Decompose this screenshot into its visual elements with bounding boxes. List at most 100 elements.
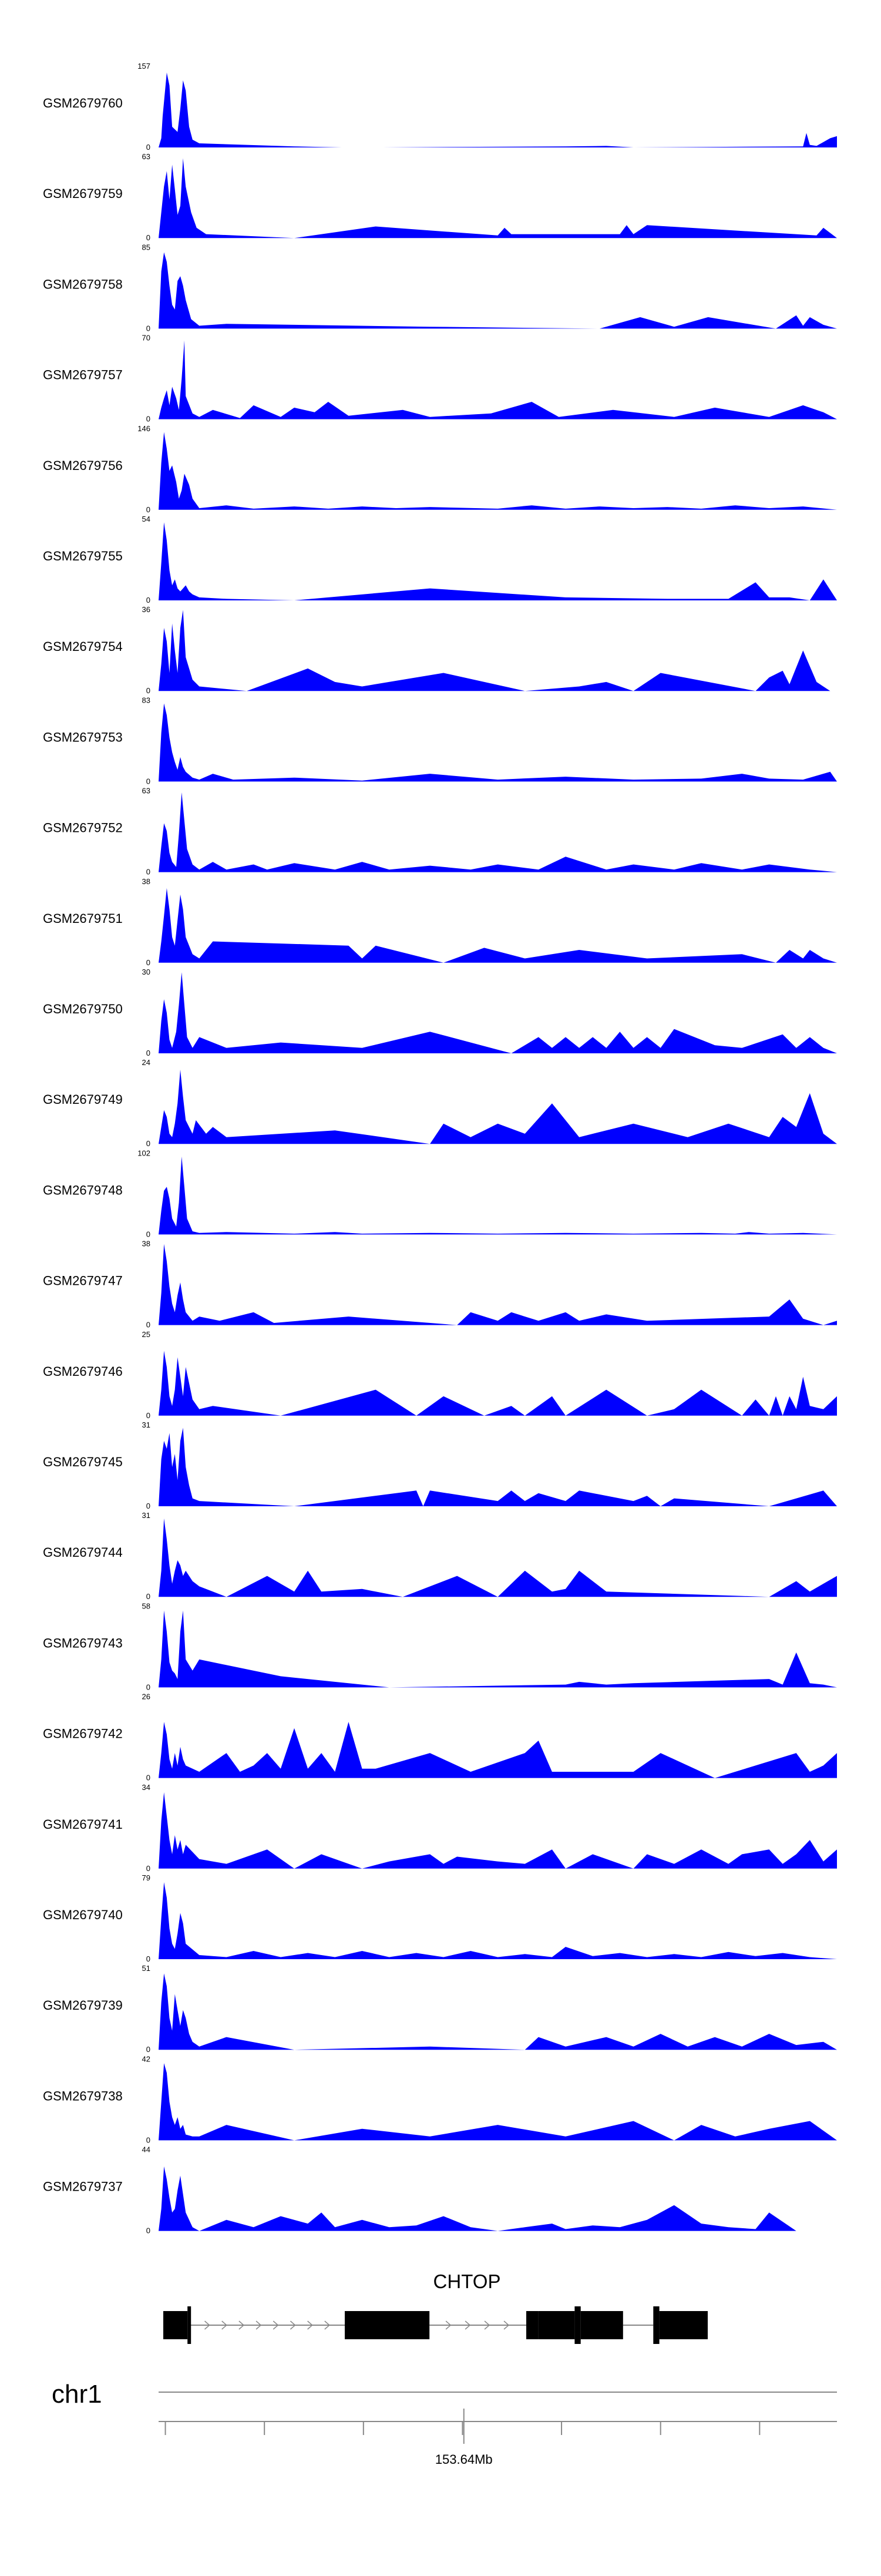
coverage-area xyxy=(159,1518,837,1597)
y-min-label: 0 xyxy=(146,686,150,695)
coverage-area xyxy=(159,340,837,419)
track-GSM2679743: GSM2679743 58 0 xyxy=(43,1601,837,1691)
y-min-label: 0 xyxy=(146,1411,150,1420)
exon-block xyxy=(653,2306,660,2344)
track-GSM2679745: GSM2679745 31 0 xyxy=(43,1420,837,1510)
track-name-label: GSM2679751 xyxy=(43,911,123,926)
y-max-label: 44 xyxy=(142,2145,150,2154)
track-GSM2679754: GSM2679754 36 0 xyxy=(43,605,837,695)
coverage-area xyxy=(159,792,837,872)
track-name-label: GSM2679748 xyxy=(43,1183,123,1197)
coverage-area xyxy=(159,1351,837,1416)
y-max-label: 146 xyxy=(137,424,150,433)
coverage-area xyxy=(159,1792,837,1869)
track-name-label: GSM2679756 xyxy=(43,458,123,473)
chromosome-label: chr1 xyxy=(52,2380,102,2409)
strand-arrow xyxy=(307,2320,313,2330)
y-min-label: 0 xyxy=(146,1321,150,1329)
y-max-label: 42 xyxy=(142,2054,150,2063)
track-name-label: GSM2679740 xyxy=(43,1907,123,1922)
strand-arrow xyxy=(324,2320,330,2330)
track-name-label: GSM2679750 xyxy=(43,1002,123,1016)
track-name-label: GSM2679752 xyxy=(43,821,123,835)
y-max-label: 38 xyxy=(142,1240,150,1248)
track-GSM2679752: GSM2679752 63 0 xyxy=(43,787,837,876)
y-min-label: 0 xyxy=(146,1864,150,1873)
coverage-area xyxy=(159,158,837,239)
strand-arrow xyxy=(273,2320,279,2330)
y-min-label: 0 xyxy=(146,2045,150,2054)
track-GSM2679751: GSM2679751 38 0 xyxy=(43,877,837,967)
track-GSM2679749: GSM2679749 24 0 xyxy=(43,1058,837,1148)
y-min-label: 0 xyxy=(146,1049,150,1057)
coverage-area xyxy=(159,888,837,963)
coverage-area xyxy=(159,432,837,510)
gene-name-label: CHTOP xyxy=(433,2271,501,2292)
y-max-label: 83 xyxy=(142,696,150,704)
exon-block xyxy=(538,2311,575,2339)
track-GSM2679741: GSM2679741 34 0 xyxy=(43,1783,837,1873)
exon-block xyxy=(345,2311,430,2339)
track-name-label: GSM2679744 xyxy=(43,1545,123,1560)
genome-axis: 153.64Mb chr1 xyxy=(52,2380,837,2467)
y-max-label: 25 xyxy=(142,1330,150,1339)
coverage-area xyxy=(159,1610,837,1688)
strand-arrow xyxy=(445,2320,452,2330)
exon-block xyxy=(187,2306,191,2344)
y-min-label: 0 xyxy=(146,958,150,967)
track-name-label: GSM2679759 xyxy=(43,186,123,201)
track-GSM2679759: GSM2679759 63 0 xyxy=(43,152,837,242)
track-GSM2679740: GSM2679740 79 0 xyxy=(43,1873,837,1963)
exon-block xyxy=(659,2311,708,2339)
coverage-area xyxy=(159,1882,837,1959)
y-min-label: 0 xyxy=(146,143,150,152)
y-min-label: 0 xyxy=(146,324,150,333)
track-GSM2679750: GSM2679750 30 0 xyxy=(43,968,837,1057)
coverage-area xyxy=(159,610,837,691)
y-max-label: 38 xyxy=(142,877,150,886)
coverage-area xyxy=(159,1722,837,1778)
track-GSM2679757: GSM2679757 70 0 xyxy=(43,334,837,424)
track-name-label: GSM2679738 xyxy=(43,2088,123,2103)
strand-arrow xyxy=(221,2320,227,2330)
track-GSM2679742: GSM2679742 26 0 xyxy=(43,1692,837,1782)
y-max-label: 85 xyxy=(142,243,150,251)
track-GSM2679746: GSM2679746 25 0 xyxy=(43,1330,837,1420)
track-name-label: GSM2679754 xyxy=(43,639,123,654)
coverage-area xyxy=(159,2063,837,2141)
coverage-area xyxy=(159,72,837,147)
y-min-label: 0 xyxy=(146,1230,150,1238)
coverage-area xyxy=(159,703,837,782)
track-name-label: GSM2679758 xyxy=(43,277,123,291)
track-name-label: GSM2679746 xyxy=(43,1364,123,1379)
track-GSM2679755: GSM2679755 54 0 xyxy=(43,515,837,604)
y-max-label: 63 xyxy=(142,152,150,161)
track-name-label: GSM2679747 xyxy=(43,1274,123,1288)
coverage-area xyxy=(159,1428,837,1506)
strand-arrow xyxy=(484,2320,490,2330)
coverage-area xyxy=(159,1244,837,1325)
track-GSM2679737: GSM2679737 44 0 xyxy=(43,2145,837,2235)
y-max-label: 63 xyxy=(142,787,150,795)
track-GSM2679748: GSM2679748 102 0 xyxy=(43,1148,837,1238)
track-name-label: GSM2679742 xyxy=(43,1727,123,1741)
y-min-label: 0 xyxy=(146,1774,150,1782)
track-GSM2679744: GSM2679744 31 0 xyxy=(43,1511,837,1601)
y-min-label: 0 xyxy=(146,2135,150,2144)
y-max-label: 157 xyxy=(137,62,150,70)
track-GSM2679738: GSM2679738 42 0 xyxy=(43,2054,837,2144)
gene-model: CHTOP xyxy=(163,2271,708,2344)
track-GSM2679739: GSM2679739 51 0 xyxy=(43,1964,837,2054)
y-min-label: 0 xyxy=(146,777,150,785)
strand-arrow xyxy=(238,2320,245,2330)
coverage-area xyxy=(159,522,837,600)
coverage-area xyxy=(159,1156,837,1235)
y-min-label: 0 xyxy=(146,596,150,604)
track-name-label: GSM2679755 xyxy=(43,549,123,563)
track-name-label: GSM2679749 xyxy=(43,1092,123,1107)
exon-block xyxy=(574,2306,581,2344)
track-GSM2679747: GSM2679747 38 0 xyxy=(43,1240,837,1329)
y-min-label: 0 xyxy=(146,1682,150,1691)
y-max-label: 26 xyxy=(142,1692,150,1701)
